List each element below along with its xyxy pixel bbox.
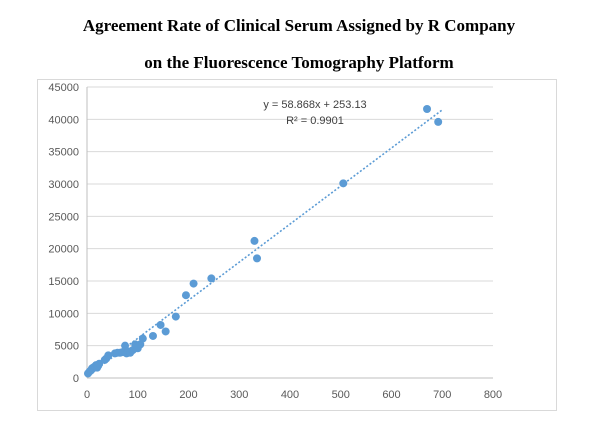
gridlines bbox=[86, 86, 493, 379]
x-tick-label: 100 bbox=[129, 389, 147, 401]
y-tick-label: 5000 bbox=[55, 341, 79, 353]
data-point bbox=[104, 351, 113, 360]
data-point bbox=[253, 254, 262, 263]
data-point bbox=[121, 341, 130, 350]
data-point bbox=[434, 117, 443, 126]
y-tick-label: 10000 bbox=[48, 308, 79, 320]
data-point bbox=[148, 331, 157, 340]
x-tick-label: 700 bbox=[433, 389, 451, 401]
trendline-r2: R² = 0.9901 bbox=[286, 115, 344, 127]
data-point bbox=[339, 179, 348, 188]
x-tick-label: 600 bbox=[382, 389, 400, 401]
x-tick-label: 0 bbox=[84, 389, 90, 401]
data-point bbox=[138, 334, 147, 343]
data-point bbox=[189, 279, 198, 288]
y-axis-ticks: 0 5000 10000 15000 20000 25000 30000 35000 40000… bbox=[48, 82, 79, 385]
y-tick-label: 0 bbox=[73, 373, 79, 385]
data-point bbox=[161, 327, 170, 336]
x-tick-label: 200 bbox=[179, 389, 197, 401]
chart-title-line-2: on the Fluorescence Tomography Platform bbox=[144, 53, 454, 72]
y-tick-label: 40000 bbox=[48, 114, 79, 126]
trendline-equation: y = 58.868x + 253.13 bbox=[263, 99, 366, 111]
chart-title-line-1: Agreement Rate of Clinical Serum Assigne… bbox=[82, 16, 516, 35]
y-tick-label: 25000 bbox=[48, 211, 79, 223]
data-point bbox=[423, 104, 432, 113]
data-point bbox=[156, 320, 165, 329]
data-point bbox=[181, 291, 190, 300]
chart-frame bbox=[37, 79, 557, 411]
y-tick-label: 15000 bbox=[48, 276, 79, 288]
x-tick-label: 800 bbox=[484, 389, 502, 401]
data-point bbox=[207, 274, 216, 283]
x-tick-label: 400 bbox=[281, 389, 299, 401]
data-point bbox=[171, 312, 180, 321]
x-axis-ticks: 0 100 200 300 400 500 600 700 800 bbox=[84, 389, 502, 401]
data-point bbox=[95, 359, 104, 368]
y-tick-label: 45000 bbox=[48, 82, 79, 94]
trendline bbox=[87, 109, 443, 377]
y-tick-label: 35000 bbox=[48, 147, 79, 159]
y-tick-label: 20000 bbox=[48, 244, 79, 256]
data-point bbox=[250, 236, 259, 245]
trendline-group bbox=[87, 109, 443, 377]
x-tick-label: 500 bbox=[332, 389, 350, 401]
data-points bbox=[84, 104, 443, 378]
y-tick-label: 30000 bbox=[48, 179, 79, 191]
x-tick-label: 300 bbox=[230, 389, 248, 401]
